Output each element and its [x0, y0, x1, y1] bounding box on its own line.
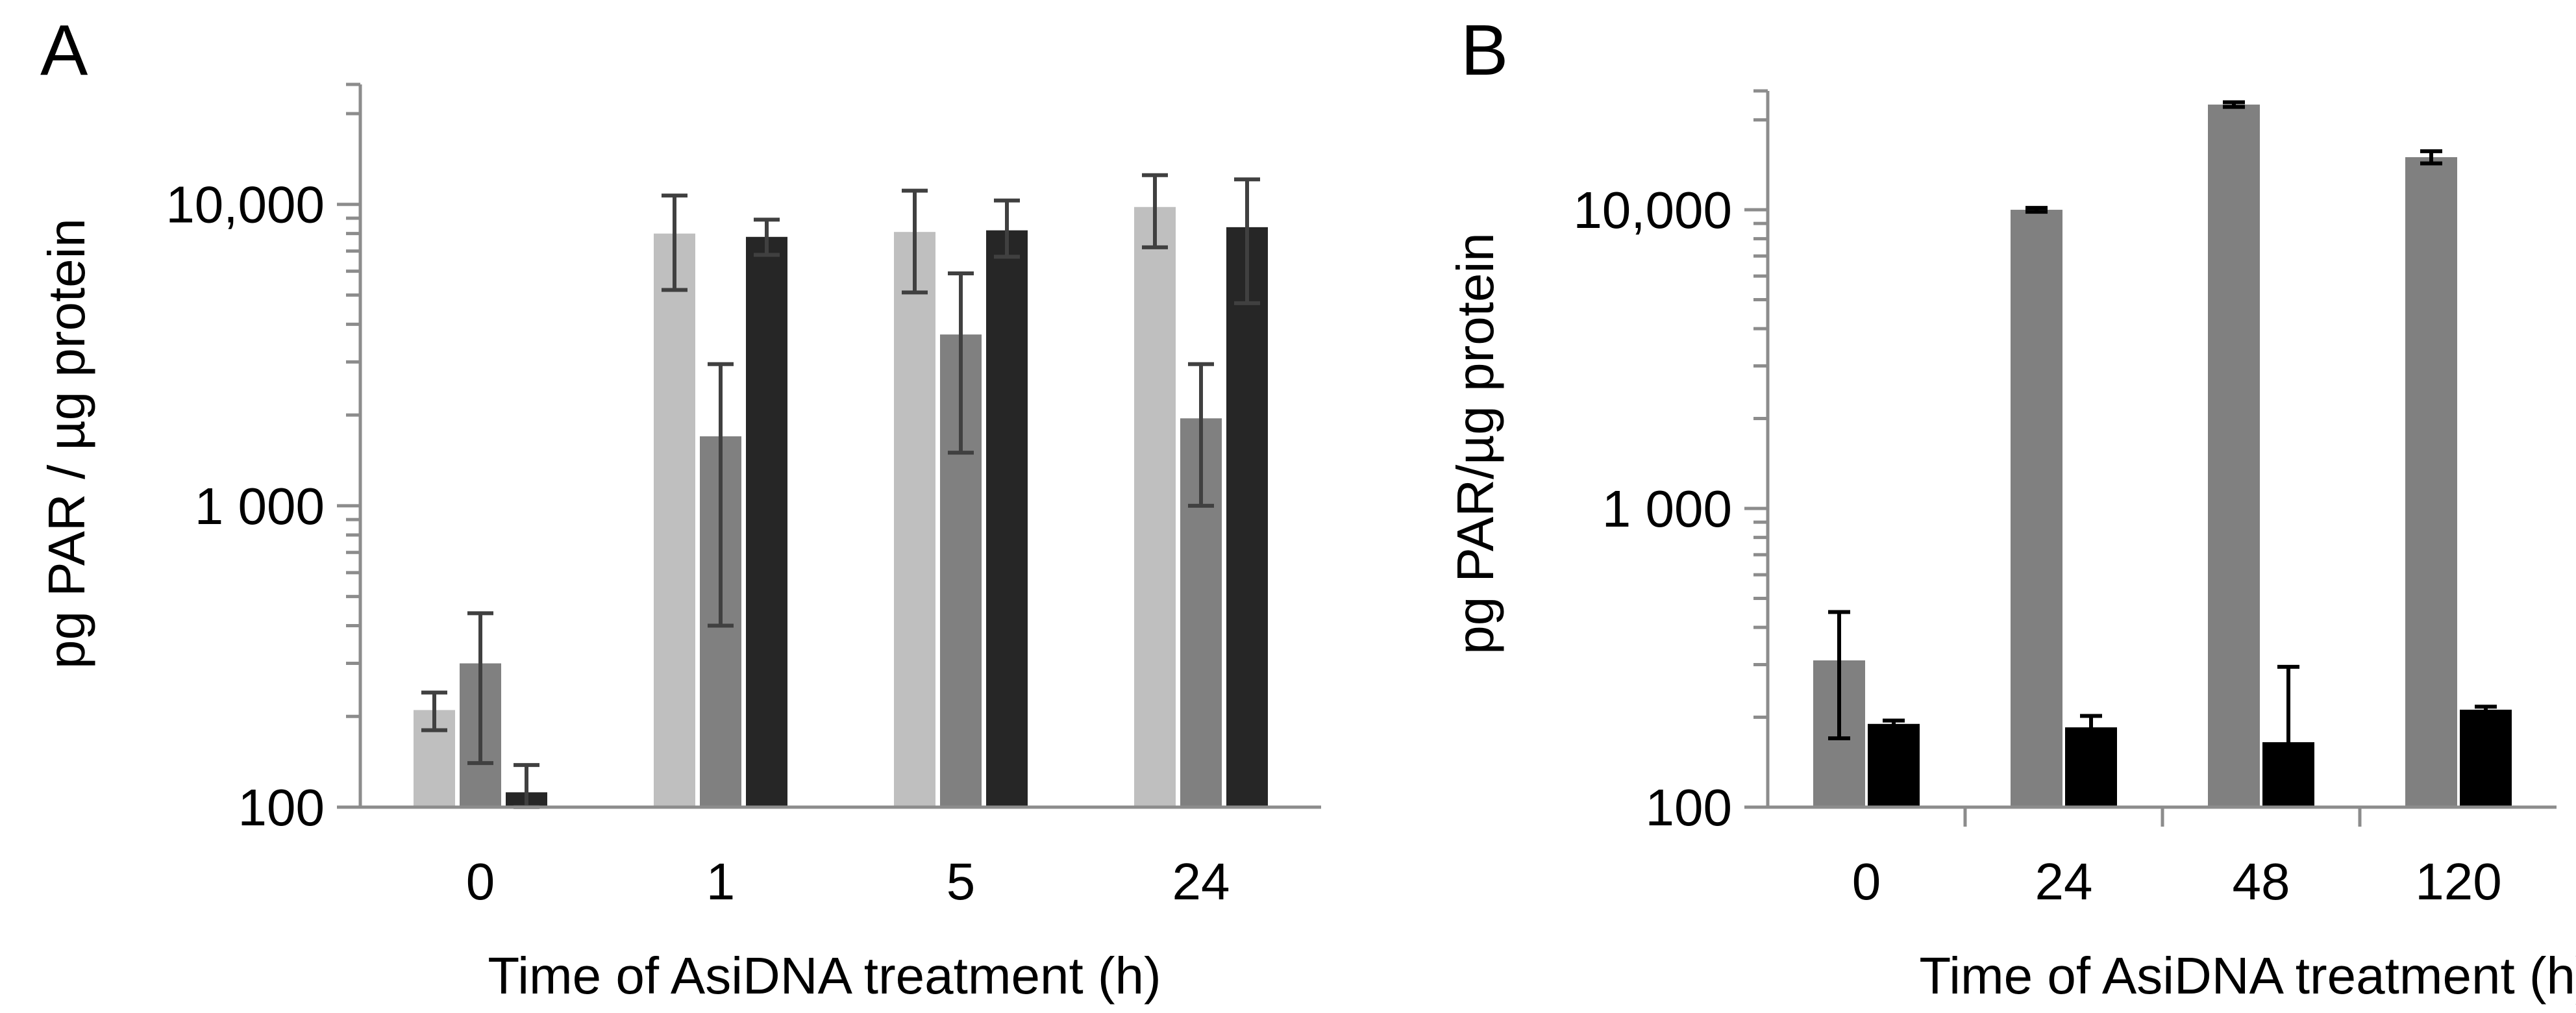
panel-a-y-tick-marks: [337, 82, 360, 809]
panel-a-x-axis-title: Time of AsiDNA treatment (h): [488, 947, 1161, 1005]
panel-b-error-bars: [1828, 100, 2497, 744]
panel-a-y-tick-label: 1 000: [195, 477, 325, 535]
panel-a-error-bar-series-3-t1: [754, 218, 780, 257]
panel-b-bars: [1813, 105, 2512, 807]
panel-a-error-bar-series-3-t24: [1234, 177, 1260, 305]
panel-b: B pg PAR/µg protein Time of AsiDNA treat…: [1446, 10, 2576, 1005]
panel-b-error-bar-series-1-t24: [2025, 206, 2048, 214]
panel-b-x-tick-label: 120: [2415, 853, 2501, 910]
panel-a-axes: [337, 82, 1321, 809]
panel-b-error-bar-series-2-t24: [2080, 714, 2102, 744]
panel-b-y-tick-label: 100: [1646, 779, 1732, 836]
panel-a-bar-series-1-t1: [654, 233, 695, 807]
panel-a-x-tick-label: 0: [466, 853, 495, 910]
panel-a-x-tick-label: 5: [947, 853, 976, 910]
panel-b-bar-series-1-t24: [2011, 210, 2062, 807]
panel-a-error-bar-series-1-t1: [662, 194, 687, 292]
panel-b-x-tick-label: 24: [2035, 853, 2093, 910]
panel-a-y-tick-label: 100: [238, 779, 325, 836]
panel-b-bar-series-1-t48: [2208, 105, 2260, 807]
panel-a-label: A: [40, 10, 88, 90]
panel-a-bar-series-3-t1: [746, 236, 787, 807]
panel-b-axes: [1744, 89, 2557, 827]
panel-a-error-bar-series-2-t1: [708, 362, 734, 628]
panel-a-error-bar-series-2-t0: [467, 611, 493, 766]
panel-b-bar-series-2-t120: [2460, 709, 2512, 807]
panel-b-x-tick-label: 48: [2233, 853, 2290, 910]
panel-b-error-bar-series-2-t48: [2277, 664, 2299, 742]
panel-a-x-tick-label: 1: [706, 853, 736, 910]
panel-a-x-tick-labels: 0 1 5 24: [466, 853, 1230, 910]
panel-b-error-bar-series-2-t120: [2475, 705, 2497, 715]
panel-b-y-tick-marks: [1744, 89, 1768, 809]
panel-a-x-tick-label: 24: [1172, 853, 1230, 910]
panel-b-y-axis-title: pg PAR/µg protein: [1446, 232, 1504, 654]
panel-b-error-bar-series-1-t48: [2223, 100, 2245, 109]
panel-b-error-bar-series-2-t0: [1883, 718, 1905, 730]
panel-b-error-bar-series-1-t0: [1828, 610, 1850, 740]
panel-a-bar-series-1-t24: [1134, 206, 1176, 807]
panel-b-label: B: [1461, 10, 1508, 90]
panel-b-error-bar-series-1-t120: [2420, 149, 2442, 166]
panel-a: A pg PAR / µg protein Time of AsiDNA tre…: [38, 10, 1321, 1005]
panel-a-error-bar-series-1-t5: [902, 188, 928, 295]
panel-a-error-bar-series-1-t24: [1142, 173, 1168, 249]
panel-a-y-tick-label: 10,000: [166, 176, 325, 234]
panel-a-bar-series-1-t5: [894, 232, 935, 807]
panel-b-x-axis-title: Time of AsiDNA treatment (h): [1919, 947, 2576, 1005]
panel-b-x-tick-labels: 0 24 48 120: [1852, 853, 2502, 910]
panel-a-bar-series-3-t24: [1226, 227, 1268, 807]
panel-a-error-bar-series-1-t0: [421, 690, 447, 732]
panel-b-y-tick-label: 10,000: [1573, 181, 1732, 239]
panel-b-bar-series-1-t120: [2405, 157, 2457, 807]
panel-b-y-tick-labels: 100 1 000 10,000: [1573, 181, 1732, 836]
panel-b-bar-series-2-t0: [1868, 723, 1920, 807]
panel-b-y-tick-label: 1 000: [1602, 480, 1732, 538]
panel-b-x-tick-label: 0: [1852, 853, 1881, 910]
panel-a-bar-series-3-t5: [986, 230, 1028, 807]
panel-a-error-bar-series-2-t24: [1188, 362, 1214, 508]
panel-a-y-axis-title: pg PAR / µg protein: [38, 218, 95, 669]
panel-a-error-bars: [421, 173, 1260, 809]
panel-a-bars: [414, 206, 1268, 807]
panel-a-error-bar-series-3-t5: [994, 198, 1020, 259]
panel-a-error-bar-series-2-t5: [948, 271, 974, 455]
panel-a-y-tick-labels: 100 1 000 10,000: [166, 176, 325, 836]
panel-b-bar-series-2-t48: [2262, 742, 2314, 807]
